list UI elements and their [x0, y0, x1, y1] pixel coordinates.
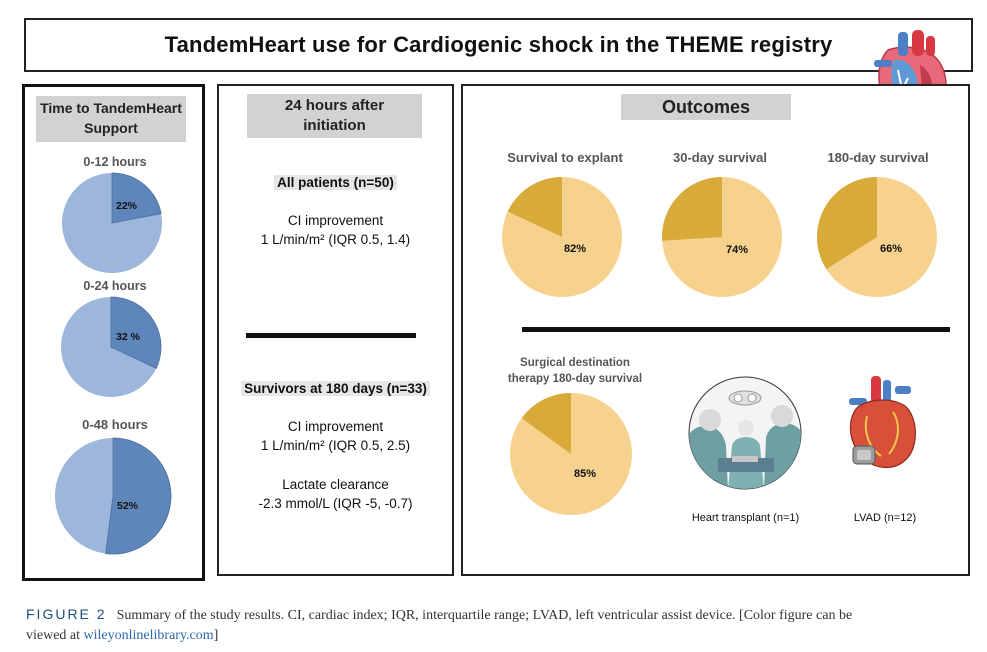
pie-0-48 [55, 437, 172, 555]
pie-0-48-slice [105, 437, 172, 555]
caption-link[interactable]: wileyonlinelibrary.com [83, 628, 214, 643]
surv-ci-line-2: 1 L/min/m² (IQR 0.5, 2.5) [260, 438, 411, 453]
pie-pct-0-48: 52% [117, 500, 139, 512]
pie-pct-180day: 66% [880, 243, 903, 255]
pie-pct-0-24: 32 % [116, 331, 140, 343]
pie-pct-0-12: 22% [116, 200, 138, 212]
figure-title: TandemHeart use for Cardiogenic shock in… [164, 32, 833, 57]
title-box: TandemHeart use for Cardiogenic shock in… [24, 18, 973, 72]
survivors-text: Survivors at 180 days (n=33) [241, 381, 430, 396]
surgical-label: Surgical destination therapy 180-day sur… [490, 355, 660, 387]
pie-explant [502, 177, 622, 297]
24h-header-line-1: 24 hours after [284, 97, 385, 114]
pie-30day [662, 177, 782, 297]
pie-0-24-slice [110, 296, 162, 369]
pie-180day [817, 177, 937, 297]
header-line-1: Time to TandemHeart [40, 100, 182, 116]
caption-text-2: viewed at [26, 628, 84, 643]
middle-divider [246, 333, 416, 338]
outcomes-divider [522, 327, 950, 332]
surv-ci-line-1: CI improvement [287, 419, 384, 434]
24h-panel [217, 84, 454, 576]
all-patients-text: All patients (n=50) [274, 175, 397, 190]
lactate-line-2: -2.3 mmol/L (IQR -5, -0.7) [258, 496, 413, 511]
all-ci-line-1: CI improvement [287, 213, 384, 228]
time-to-support-header: Time to TandemHeart Support [36, 96, 186, 142]
pie-pct-surgical: 85% [574, 468, 597, 480]
24h-header-line-2: initiation [303, 117, 366, 134]
pie-surgical-nonsurvival [521, 393, 571, 454]
lvad-label: LVAD (n=12) [853, 512, 917, 524]
surgical-label-line-2: therapy 180-day survival [507, 373, 643, 385]
pie-label-0-24: 0-24 hours [83, 279, 147, 293]
pie-30day-nonsurvival [662, 177, 722, 241]
pie-explant-nonsurvival [507, 177, 562, 237]
pie-pct-explant: 82% [564, 243, 587, 255]
lactate-line-1: Lactate clearance [282, 477, 389, 492]
pie-0-12-slice [111, 172, 162, 224]
survivors-label: Survivors at 180 days (n=33) [217, 380, 454, 398]
pie-label-0-48: 0-48 hours [82, 417, 148, 432]
caption-end: ] [213, 628, 219, 643]
pie-label-0-12: 0-12 hours [83, 155, 147, 169]
outcome-label-explant: Survival to explant [507, 150, 623, 165]
header-line-2: Support [84, 120, 138, 136]
outcomes-header: Outcomes [621, 94, 791, 120]
pie-pct-30day: 74% [726, 244, 749, 256]
pie-surgical [510, 393, 632, 515]
pie-0-24 [61, 296, 162, 397]
surgical-label-line-1: Surgical destination [520, 357, 630, 369]
heart-transplant-label: Heart transplant (n=1) [691, 512, 800, 524]
all-ci-line-2: 1 L/min/m² (IQR 0.5, 1.4) [260, 232, 411, 247]
all-patients-label: All patients (n=50) [217, 174, 454, 192]
pie-0-12 [62, 172, 162, 273]
surgeons-photo-icon [688, 376, 802, 490]
lvad-heart-icon [849, 376, 916, 469]
outcome-label-180day: 180-day survival [827, 150, 929, 165]
24h-header: 24 hours after initiation [247, 94, 422, 138]
figure-number: FIGURE 2 [26, 606, 107, 622]
caption-text: Summary of the study results. CI, cardia… [116, 608, 853, 623]
figure-caption: FIGURE 2 Summary of the study results. CI… [26, 604, 976, 646]
outcome-label-30day: 30-day survival [673, 150, 767, 165]
pie-180day-nonsurvival [817, 177, 877, 270]
